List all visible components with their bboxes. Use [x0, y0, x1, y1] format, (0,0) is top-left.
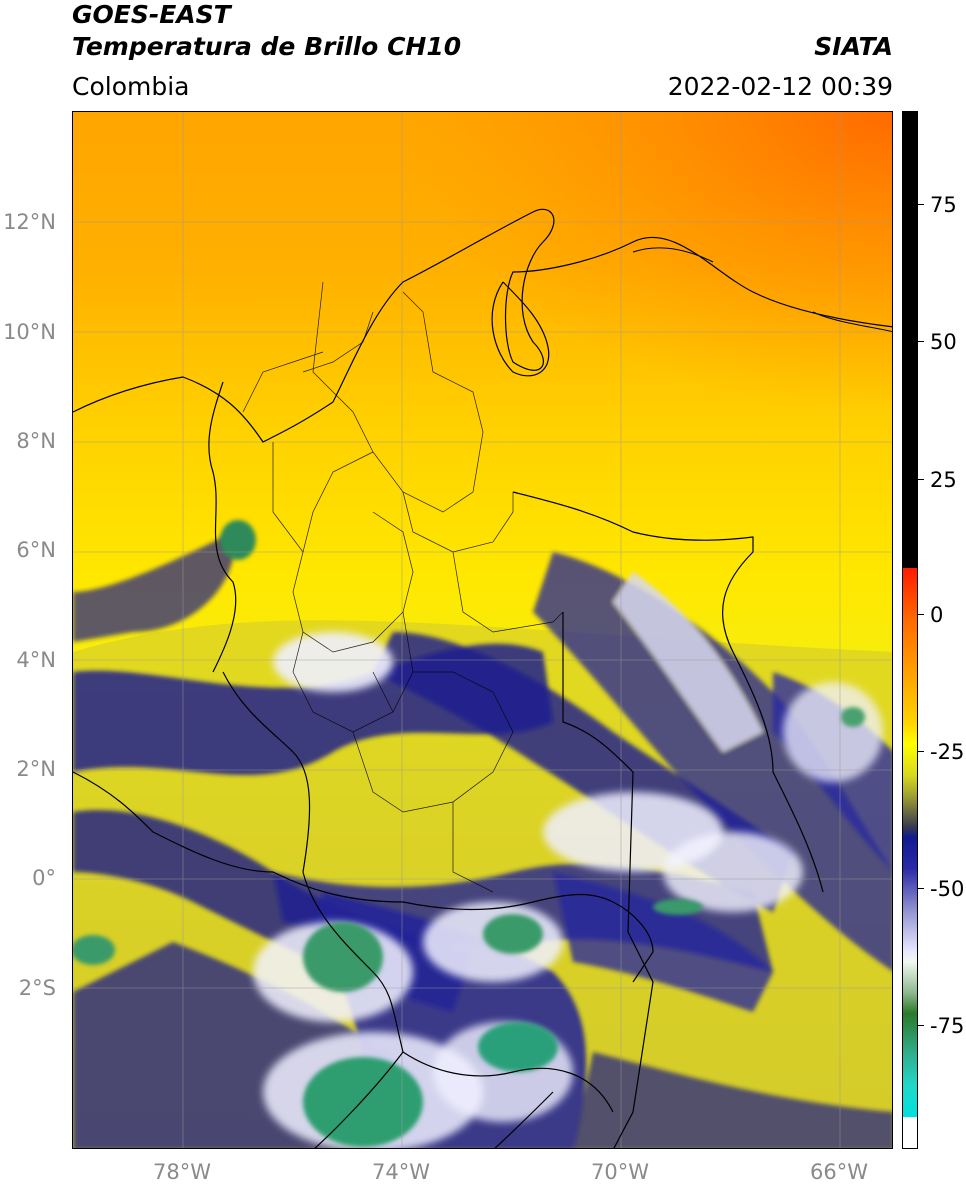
colorbar-label: -50 [930, 877, 965, 901]
colorbar-label: 0 [930, 603, 944, 627]
lon-label-74w: 74°W [372, 1160, 430, 1184]
colorbar [902, 111, 918, 1149]
product-title: Temperatura de Brillo CH10 [72, 32, 462, 61]
colorbar-tick [918, 204, 924, 205]
lat-label-8n: 8°N [16, 429, 56, 453]
colorbar-tick [918, 888, 924, 889]
datetime-label: 2022-02-12 00:39 [667, 72, 893, 101]
colorbar-tick [918, 1025, 924, 1026]
coastline-east [812, 311, 892, 333]
colorbar-tick [918, 751, 924, 752]
colorbar-label: 25 [930, 468, 957, 492]
map-svg [73, 112, 892, 1148]
colorbar-label: 75 [930, 193, 957, 217]
warm-northeast [73, 112, 892, 612]
lat-label-12n: 12°N [3, 210, 56, 234]
colorbar-label: 50 [930, 330, 957, 354]
graticule [73, 112, 892, 1148]
department-borders [242, 281, 564, 893]
lat-label-2s: 2°S [18, 976, 56, 1000]
region-label: Colombia [72, 72, 190, 101]
satellite-map[interactable] [72, 111, 893, 1149]
colorbar-tick [918, 479, 924, 480]
coastline-venezuela [632, 247, 714, 263]
lat-label-4n: 4°N [16, 648, 56, 672]
lon-label-66w: 66°W [810, 1160, 868, 1184]
coldest-cores [73, 520, 865, 1147]
lat-label-10n: 10°N [3, 320, 56, 344]
organization-label: SIATA [814, 32, 893, 61]
lat-label-0: 0° [32, 866, 56, 890]
country-borders [73, 208, 892, 1148]
lat-label-6n: 6°N [16, 538, 56, 562]
colorbar-tick [918, 341, 924, 342]
lat-label-2n: 2°N [16, 757, 56, 781]
satellite-title: GOES-EAST [72, 0, 231, 29]
lon-label-78w: 78°W [153, 1160, 211, 1184]
colorbar-label: -25 [930, 740, 965, 764]
colorbar-label: -75 [930, 1014, 965, 1038]
lon-label-70w: 70°W [591, 1160, 649, 1184]
colorbar-tick [918, 614, 924, 615]
